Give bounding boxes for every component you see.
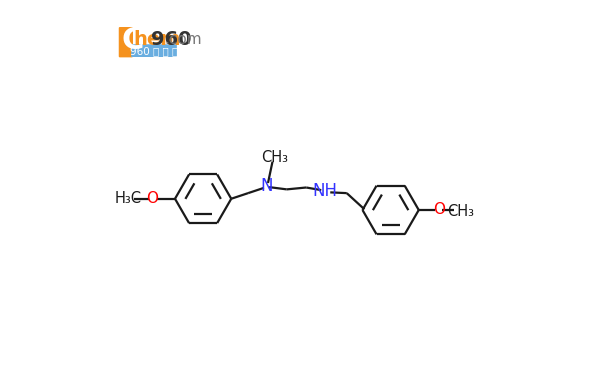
Text: 960 化 工 网: 960 化 工 网 xyxy=(130,46,178,56)
Text: 960: 960 xyxy=(151,30,191,49)
Text: CH₃: CH₃ xyxy=(261,150,288,165)
Text: N: N xyxy=(260,177,272,195)
Text: .com: .com xyxy=(164,32,201,47)
FancyBboxPatch shape xyxy=(131,44,177,57)
Text: CH₃: CH₃ xyxy=(447,204,474,219)
Text: H₃C: H₃C xyxy=(114,191,141,206)
Text: O: O xyxy=(146,191,158,206)
FancyBboxPatch shape xyxy=(119,27,133,57)
Text: O: O xyxy=(433,202,445,217)
Text: NH: NH xyxy=(313,182,338,200)
Text: C: C xyxy=(122,26,144,55)
Text: hem: hem xyxy=(133,30,181,49)
